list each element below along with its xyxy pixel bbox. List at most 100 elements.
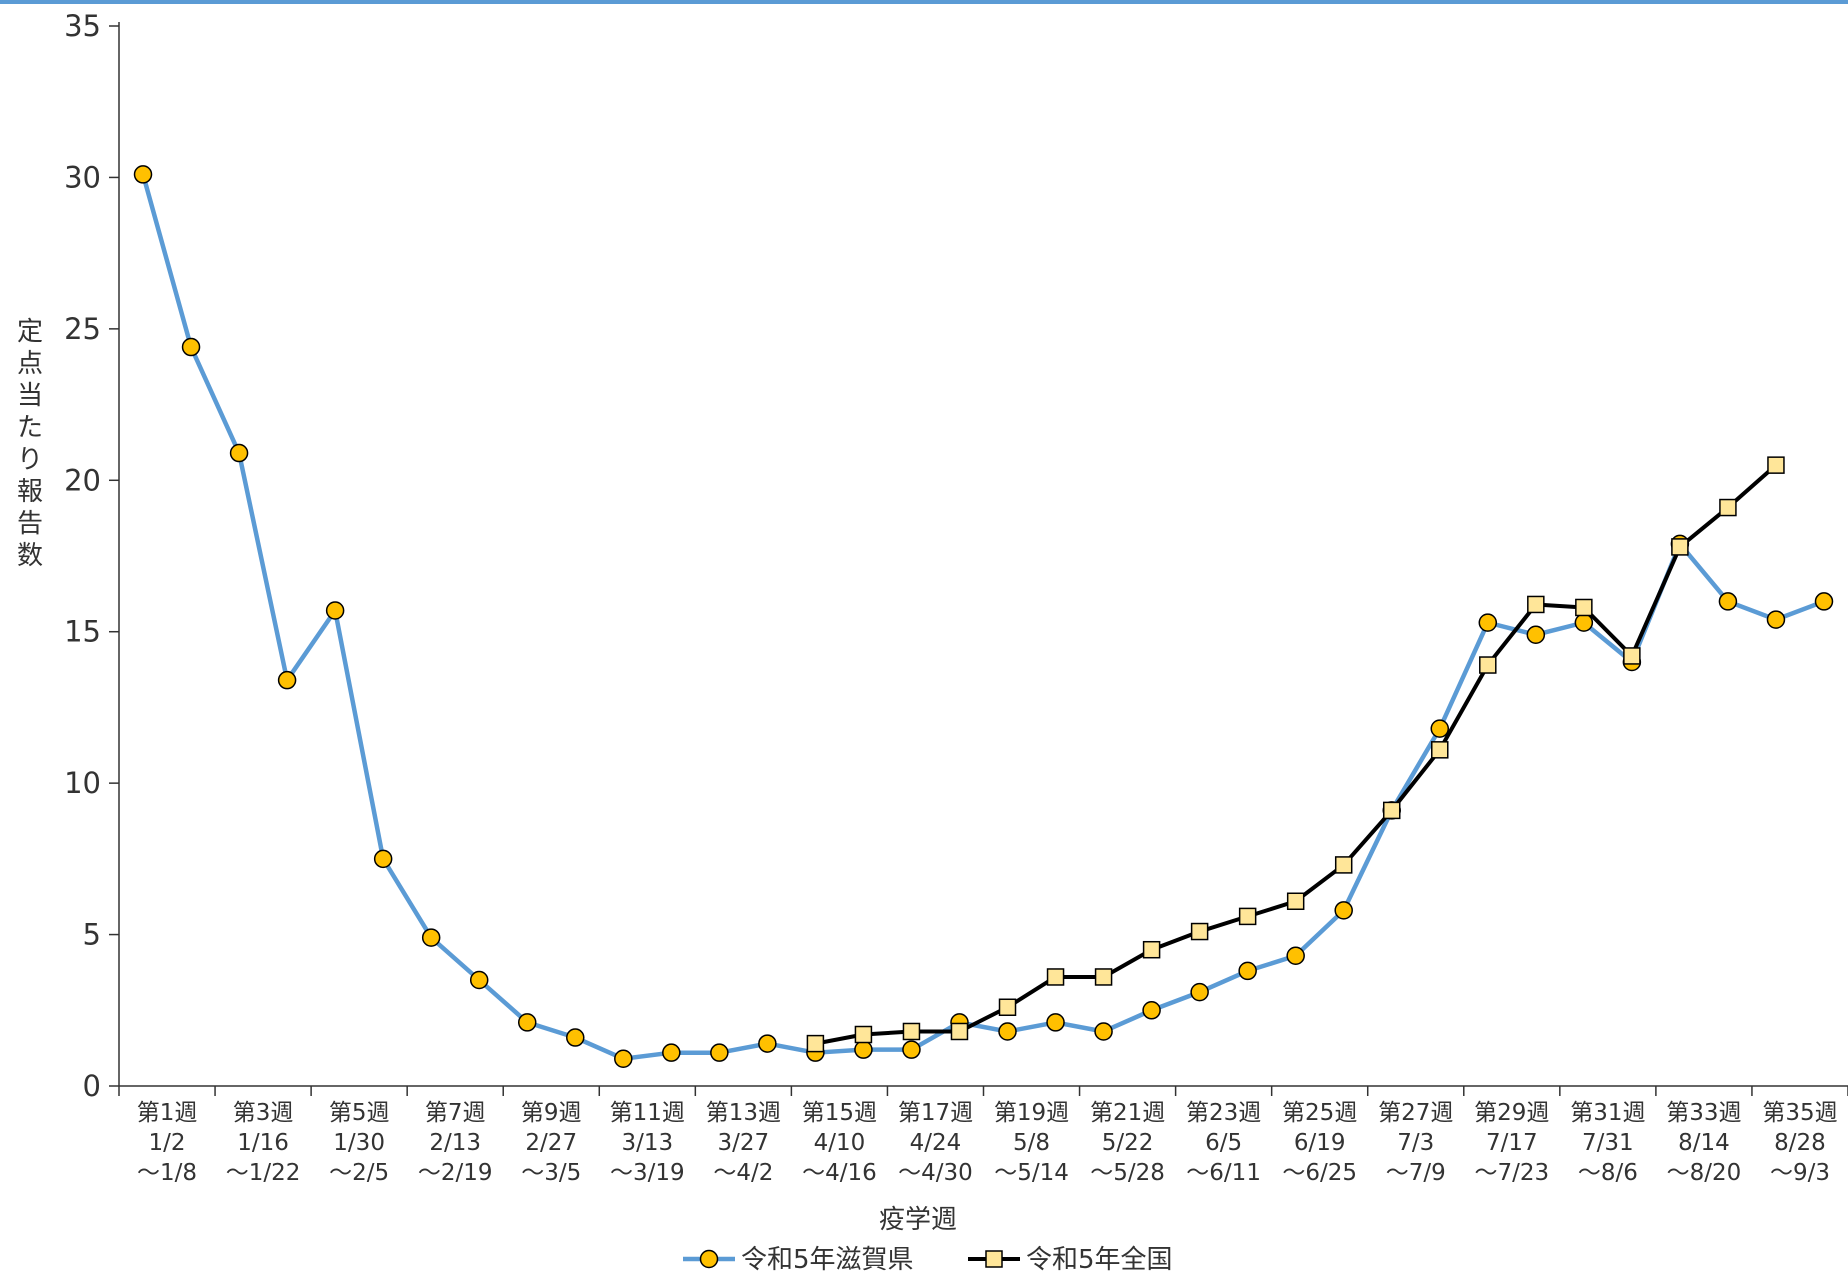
legend-label: 令和5年全国 <box>1026 1245 1173 1273</box>
series-markers-shiga <box>133 165 1834 1068</box>
top-border <box>0 0 1848 4</box>
x-tick-label: 第9週 <box>521 1100 582 1126</box>
x-tick-label: 4/10 <box>814 1130 866 1156</box>
x-tick-label: 第23週 <box>1186 1100 1261 1126</box>
x-tick-label: 5/8 <box>1013 1130 1050 1156</box>
legend-marker <box>699 1249 719 1269</box>
y-tick-label: 35 <box>64 9 101 43</box>
x-tick-label: 8/14 <box>1678 1130 1730 1156</box>
data-point <box>1718 592 1738 611</box>
axes: 0 5 10 15 20 25 30 35 <box>64 9 1848 1103</box>
data-point <box>854 1025 873 1044</box>
x-tick-label: 7/17 <box>1486 1130 1538 1156</box>
data-point <box>998 1022 1017 1041</box>
data-point <box>373 849 393 869</box>
data-point <box>133 165 153 184</box>
data-point <box>1526 625 1546 644</box>
x-tick-label: 1/2 <box>149 1130 186 1156</box>
data-point <box>1142 940 1161 959</box>
data-point <box>181 337 201 357</box>
x-tick-label: 第15週 <box>802 1100 877 1126</box>
data-point <box>469 970 489 990</box>
data-point <box>1190 982 1209 1002</box>
x-tick-label: ～9/3 <box>1770 1160 1830 1186</box>
x-tick-label: 5/22 <box>1102 1130 1154 1156</box>
x-tick-label: ～1/22 <box>226 1160 301 1186</box>
data-point <box>1575 598 1593 617</box>
x-tick-label: ～4/30 <box>898 1160 973 1186</box>
data-point <box>1767 456 1785 474</box>
x-tick-label: 第35週 <box>1762 1100 1837 1126</box>
y-tick-label: 0 <box>83 1069 101 1103</box>
series-shiga <box>140 173 1825 1061</box>
y-axis-title-char: 数 <box>17 541 43 571</box>
data-point <box>1766 610 1786 629</box>
x-tick-label: 第29週 <box>1474 1100 1549 1126</box>
data-point <box>710 1043 729 1062</box>
x-tick-label: ～5/28 <box>1090 1160 1165 1186</box>
x-tick-label: 6/5 <box>1205 1130 1242 1156</box>
data-point <box>902 1040 921 1059</box>
x-tick-label: ～2/5 <box>329 1160 389 1186</box>
x-tick-label: ～8/6 <box>1578 1160 1638 1186</box>
legend-marker <box>985 1250 1003 1268</box>
series-line <box>140 173 1825 1061</box>
data-point <box>1046 1013 1065 1032</box>
data-point <box>950 1022 969 1041</box>
x-tick-label: 第1週 <box>137 1100 198 1126</box>
x-tick-label: 7/3 <box>1397 1130 1434 1156</box>
x-tick-label: ～7/9 <box>1386 1160 1446 1186</box>
data-point <box>1334 856 1353 874</box>
data-point <box>1623 647 1641 665</box>
data-point <box>517 1013 537 1032</box>
y-tick-label: 15 <box>64 615 101 649</box>
series-layer <box>133 165 1834 1068</box>
x-tick-label: ～4/2 <box>713 1160 773 1186</box>
y-axis-title-char: 点 <box>17 349 43 379</box>
data-point <box>421 928 441 947</box>
data-point <box>1190 922 1209 941</box>
data-point <box>902 1022 921 1041</box>
data-point <box>1431 741 1449 759</box>
x-tick-label: ～1/8 <box>137 1160 197 1186</box>
y-axis-title-char: り <box>17 445 43 475</box>
data-point <box>662 1043 681 1062</box>
data-point <box>1527 595 1545 614</box>
y-axis-title-char: 告 <box>17 509 43 539</box>
data-point <box>1238 907 1257 926</box>
x-tick-label: ～6/11 <box>1186 1160 1261 1186</box>
data-point <box>1142 1001 1161 1020</box>
x-tick-label: ～4/16 <box>802 1160 877 1186</box>
data-point <box>806 1034 825 1053</box>
data-point <box>1094 968 1113 986</box>
x-tick-label: 3/13 <box>621 1130 673 1156</box>
data-point <box>1479 656 1497 674</box>
legend-entry: 令和5年滋賀県 <box>683 1245 914 1273</box>
x-tick-label: ～8/20 <box>1667 1160 1742 1186</box>
data-point <box>1334 901 1353 920</box>
data-point <box>1046 968 1065 986</box>
y-tick-label: 20 <box>64 463 101 497</box>
x-tick-label: 第5週 <box>329 1100 390 1126</box>
x-tick-label: 1/30 <box>333 1130 385 1156</box>
x-tick-label: 第27週 <box>1378 1100 1453 1126</box>
x-tick-label: 第7週 <box>425 1100 486 1126</box>
x-tick-label: 2/13 <box>429 1130 481 1156</box>
data-point <box>1719 498 1737 517</box>
x-tick-label: 6/19 <box>1294 1130 1346 1156</box>
x-tick-label: ～3/19 <box>610 1160 685 1186</box>
x-tick-label: 第25週 <box>1282 1100 1357 1126</box>
legend-label: 令和5年滋賀県 <box>741 1245 914 1273</box>
x-tick-label: 2/27 <box>525 1130 577 1156</box>
y-tick-label: 5 <box>83 918 101 952</box>
x-tick-label: 第19週 <box>994 1100 1069 1126</box>
data-point <box>854 1040 873 1059</box>
x-tick-label: ～3/5 <box>521 1160 581 1186</box>
data-point <box>277 670 297 690</box>
data-point <box>998 998 1017 1017</box>
data-point <box>1382 801 1401 820</box>
data-point <box>1430 719 1450 738</box>
